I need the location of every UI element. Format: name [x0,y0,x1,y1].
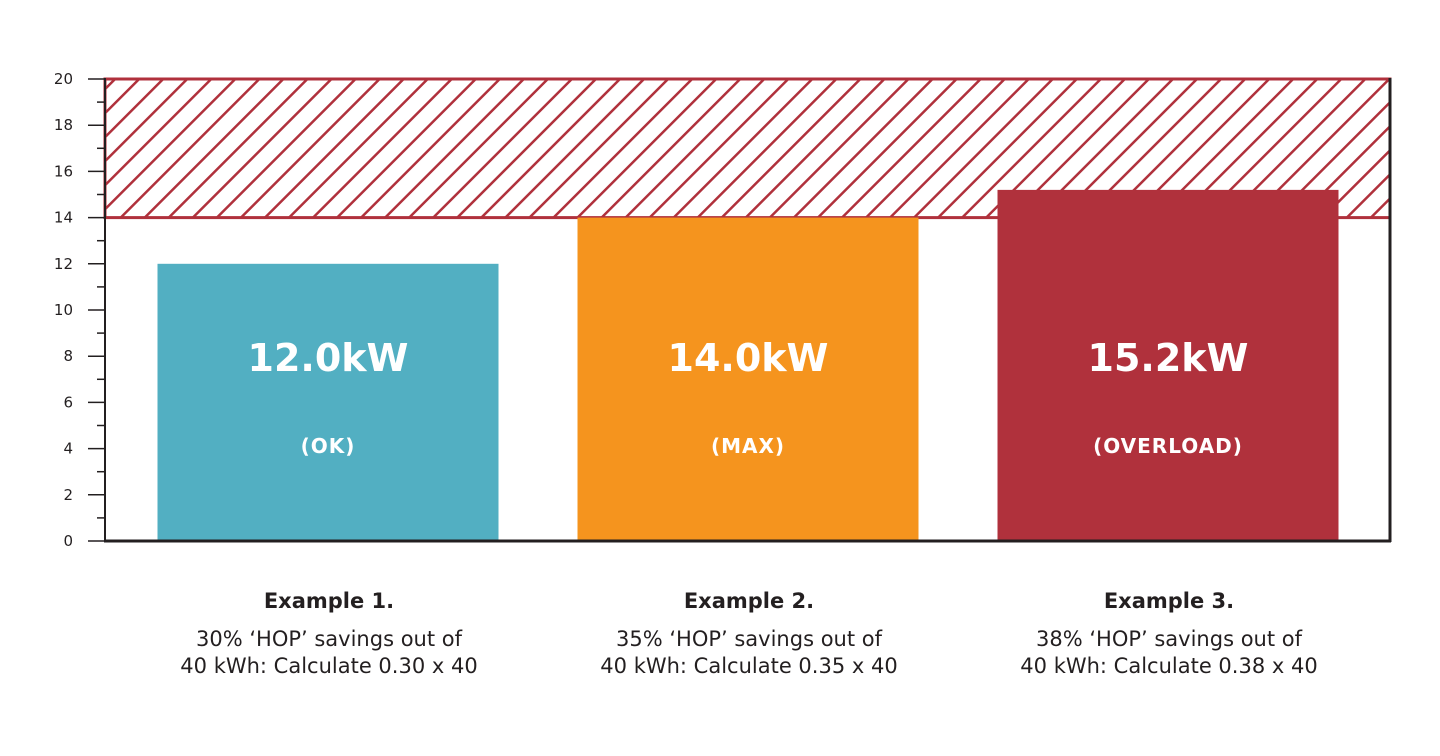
y-tick-label: 4 [63,440,73,458]
caption-title: Example 1. [263,589,395,613]
caption-line: 38% ‘HOP’ savings out of [1036,627,1302,651]
bar [577,217,919,541]
caption-description: 38% ‘HOP’ savings out of 40 kWh: Calcula… [989,626,1349,680]
caption-description: 30% ‘HOP’ savings out of 40 kWh: Calcula… [149,626,509,680]
bar [157,263,499,541]
caption-title: Example 2. [683,589,815,613]
bar-status-label: (OVERLOAD) [1093,434,1243,458]
caption-line: 30% ‘HOP’ savings out of [196,627,462,651]
y-tick-label: 20 [54,70,73,88]
y-tick-label: 10 [54,301,73,319]
y-tick-label: 12 [54,255,73,273]
bar-status-label: (MAX) [711,434,785,458]
caption-example-3: Example 3. 38% ‘HOP’ savings out of 40 k… [989,586,1349,680]
caption-example-1: Example 1. 30% ‘HOP’ savings out of 40 k… [149,586,509,680]
y-tick-label: 8 [63,347,73,365]
y-tick-label: 18 [54,116,73,134]
caption-line: 40 kWh: Calculate 0.38 x 40 [1020,654,1318,678]
captions: Example 1. 30% ‘HOP’ savings out of 40 k… [0,586,1440,696]
bar-status-label: (OK) [301,434,356,458]
caption-line: 40 kWh: Calculate 0.30 x 40 [180,654,478,678]
caption-line: 40 kWh: Calculate 0.35 x 40 [600,654,898,678]
y-tick-label: 16 [54,162,73,180]
bar [997,189,1339,541]
bar-value-label: 15.2kW [1088,336,1249,380]
y-tick-label: 6 [63,393,73,411]
caption-line: 35% ‘HOP’ savings out of [616,627,882,651]
bar-value-label: 14.0kW [668,336,829,380]
caption-title: Example 3. [1103,589,1235,613]
y-tick-label: 14 [54,209,73,227]
caption-example-2: Example 2. 35% ‘HOP’ savings out of 40 k… [569,586,929,680]
y-tick-label: 0 [63,532,73,550]
y-tick-label: 2 [63,486,73,504]
bar-chart: 0 2 4 6 8 10 12 14 16 18 20 12.0kW (OK) 14.0kW (MAX) 1… [54,70,1392,550]
bar-value-label: 12.0kW [248,336,409,380]
caption-description: 35% ‘HOP’ savings out of 40 kWh: Calcula… [569,626,929,680]
